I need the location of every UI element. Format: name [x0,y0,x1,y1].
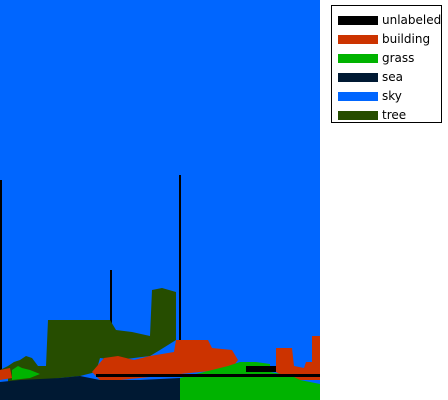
region-building-small [0,368,12,380]
legend-swatch-sky [338,92,378,101]
legend-label-sky: sky [382,89,402,103]
legend-swatch-grass [338,54,378,63]
legend-item-building: building [332,31,441,47]
legend-swatch-tree [338,111,378,120]
legend-label-unlabeled: unlabeled [382,13,442,27]
legend-item-tree: tree [332,107,441,123]
region-unlabeled-left-line [0,180,2,370]
region-building-main [92,340,238,380]
region-unlabeled-crane [110,270,112,330]
legend-swatch-sea [338,73,378,82]
legend-label-sea: sea [382,70,403,84]
legend-swatch-building [338,35,378,44]
legend-item-unlabeled: unlabeled [332,12,441,28]
region-unlabeled-right [246,366,276,372]
region-grass-left [12,366,40,380]
legend: unlabeled building grass sea sky tree [331,5,442,123]
legend-swatch-unlabeled [338,16,378,25]
legend-label-tree: tree [382,108,407,122]
region-sea [0,376,180,400]
legend-item-grass: grass [332,50,441,66]
legend-item-sea: sea [332,69,441,85]
region-unlabeled-band [96,374,320,377]
region-tree-left [8,288,176,382]
segmentation-map [0,0,320,400]
legend-label-grass: grass [382,51,415,65]
region-unlabeled-spire [179,175,181,370]
region-grass-right [180,362,320,400]
legend-item-sky: sky [332,88,441,104]
region-building-right [276,336,320,380]
legend-label-building: building [382,32,431,46]
